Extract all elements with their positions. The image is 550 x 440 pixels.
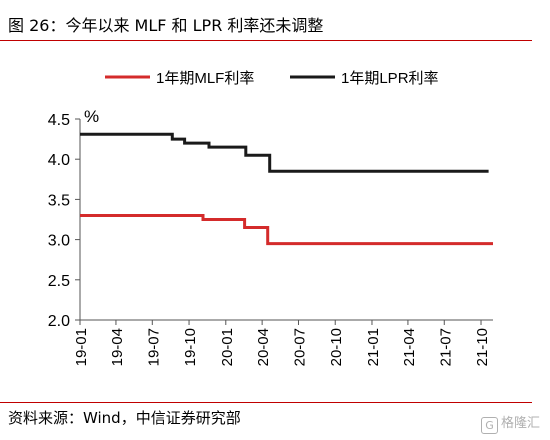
x-tick-label: 19-04 [109,328,126,366]
y-tick-label: 2.0 [48,313,70,330]
y-tick-label: 2.5 [48,273,70,290]
watermark-text: 格隆汇 [500,416,540,431]
x-tick-label: 21-01 [365,328,382,366]
watermark: G 格隆汇 [480,412,540,434]
source-divider [0,402,532,403]
x-tick-label: 21-07 [437,328,454,366]
chart-axes: 2.0 2.5 3.0 3.5 4.0 4.5 % 19-01 19-04 19-07 19-10 2… [48,107,493,366]
chart-plot-area [80,132,493,246]
legend-label-lpr: 1年期LPR利率 [341,70,439,87]
chart-legend: 1年期MLF利率 1年期LPR利率 [105,70,439,87]
y-tick-label: 4.0 [48,152,70,169]
mlf-series-line [80,214,493,246]
y-axis-unit-label: % [84,107,99,126]
x-tick-label: 20-10 [328,328,345,366]
y-tick-label: 3.0 [48,233,70,250]
lpr-series-line [80,132,489,173]
x-tick-label: 19-10 [182,328,199,366]
y-tick-label: 4.5 [48,112,70,129]
x-tick-label: 20-07 [291,328,308,366]
source-note: 资料来源：Wind，中信证券研究部 [8,409,241,427]
y-tick-label: 3.5 [48,192,70,209]
figure-title: 图 26：今年以来 MLF 和 LPR 利率还未调整 [8,16,324,35]
legend-label-mlf: 1年期MLF利率 [156,70,254,87]
x-tick-label: 19-07 [145,328,162,366]
x-tick-label: 21-10 [474,328,491,366]
x-tick-label: 21-04 [401,328,418,366]
watermark-logo: G [480,417,498,434]
title-divider [0,40,532,41]
x-tick-label: 19-01 [73,328,90,366]
x-tick-label: 20-04 [255,328,272,366]
line-chart: 1年期MLF利率 1年期LPR利率 2.0 2.5 3.0 3.5 4.0 4.5 % 19-0… [48,70,493,366]
x-tick-label: 20-01 [219,328,236,366]
